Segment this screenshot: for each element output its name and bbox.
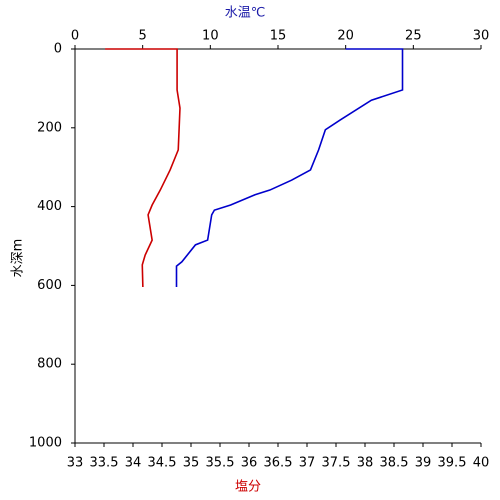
bottom-tick-label: 35.5: [206, 456, 235, 471]
bottom-tick-label: 36: [241, 456, 258, 471]
profile-line: [105, 48, 181, 287]
top-tick-label: 20: [337, 29, 354, 44]
bottom-tick-label: 34: [125, 456, 142, 471]
bottom-tick-label: 40: [473, 456, 490, 471]
y-tick-label: 0: [54, 42, 62, 57]
top-axis-label: 水温℃: [225, 6, 266, 21]
bottom-tick-label: 33.5: [90, 456, 119, 471]
y-axis-label: 水深m: [11, 239, 26, 278]
top-tick-label: 5: [139, 29, 147, 44]
top-tick-label: 15: [270, 29, 287, 44]
top-tick-label: 10: [202, 29, 219, 44]
y-tick-label: 1000: [29, 436, 62, 451]
y-tick-label: 400: [37, 199, 62, 214]
bottom-axis-label: 塩分: [235, 480, 261, 495]
profile-line: [175, 48, 404, 287]
bottom-tick-label: 37.5: [322, 456, 351, 471]
bottom-tick-label: 39.5: [438, 456, 467, 471]
bottom-tick-label: 38.5: [380, 456, 409, 471]
y-tick-label: 800: [37, 357, 62, 372]
bottom-tick-label: 37: [299, 456, 316, 471]
y-tick-label: 600: [37, 278, 62, 293]
top-tick-label: 30: [473, 29, 490, 44]
bottom-tick-label: 39: [415, 456, 432, 471]
bottom-tick-label: 33: [67, 456, 84, 471]
bottom-tick-label: 36.5: [264, 456, 293, 471]
bottom-tick-label: 35: [183, 456, 200, 471]
bottom-tick-label: 34.5: [148, 456, 177, 471]
y-tick-label: 200: [37, 120, 62, 135]
bottom-tick-label: 38: [357, 456, 374, 471]
top-tick-label: 0: [71, 29, 79, 44]
top-tick-label: 25: [405, 29, 422, 44]
